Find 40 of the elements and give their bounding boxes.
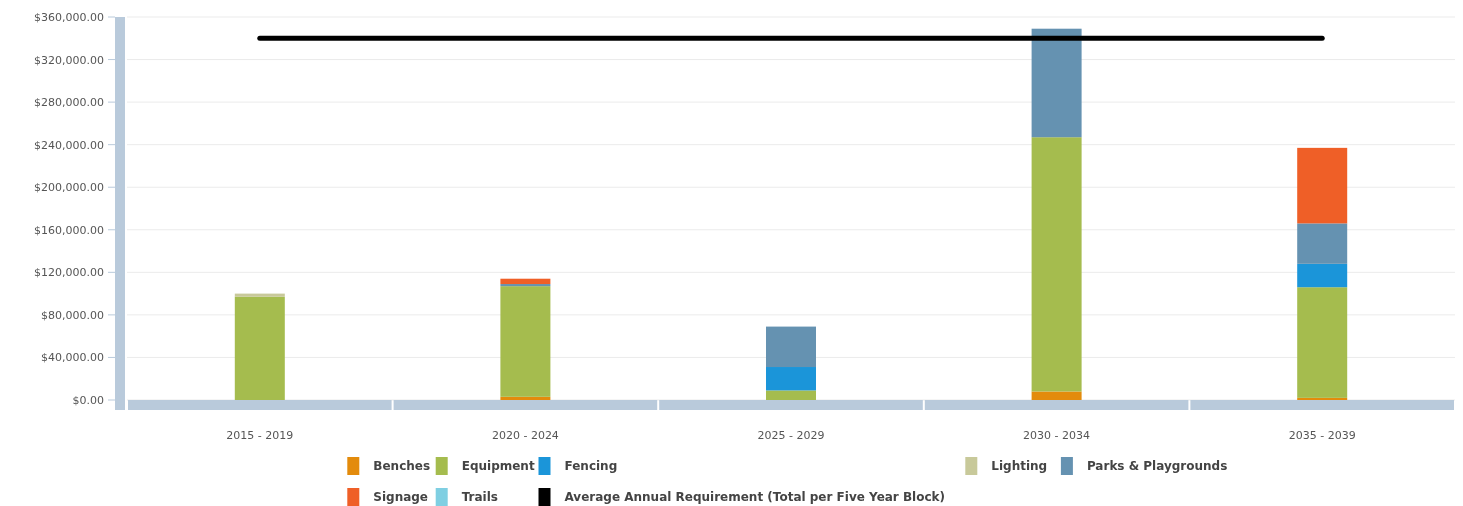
legend-label: Lighting <box>991 459 1048 473</box>
bar <box>500 286 551 397</box>
legend-label: Signage <box>373 490 429 504</box>
y-tick-label: $160,000.00 <box>34 223 104 237</box>
x-tick-label: 2020 - 2024 <box>491 429 559 442</box>
legend-label: Benches <box>373 459 431 473</box>
y-tick-label: $0.00 <box>72 394 104 407</box>
bar <box>500 278 551 285</box>
bar <box>234 293 285 297</box>
x-tick-label: 2025 - 2029 <box>757 429 825 442</box>
bar <box>766 390 816 400</box>
y-tick-label: $240,000.00 <box>34 138 104 152</box>
y-tick-label: $360,000.00 <box>34 11 104 24</box>
x-tick-label: 2035 - 2039 <box>1288 429 1356 442</box>
bar <box>1297 147 1348 224</box>
bar <box>1031 137 1082 392</box>
y-tick-label: $80,000.00 <box>41 308 104 322</box>
legend-label: Trails <box>461 490 498 504</box>
bar <box>500 284 551 287</box>
bar <box>234 296 285 400</box>
bar <box>1297 397 1348 400</box>
y-tick-label: $40,000.00 <box>41 351 104 365</box>
bar <box>1297 223 1348 264</box>
legend-label: Parks & Playgrounds <box>1086 459 1228 473</box>
bar <box>1031 391 1082 400</box>
bar <box>1297 263 1348 288</box>
y-tick-label: $280,000.00 <box>34 96 104 110</box>
bar <box>766 367 816 391</box>
y-tick-label: $200,000.00 <box>34 181 104 195</box>
bar <box>500 396 551 400</box>
x-tick-label: 2015 - 2019 <box>226 429 294 442</box>
legend-label: Fencing <box>564 459 618 473</box>
legend-label: Equipment <box>461 459 535 473</box>
legend-label: Average Annual Requirement (Total per Five Year Block) <box>564 490 946 504</box>
bar <box>766 326 816 368</box>
x-tick-label: 2030 - 2034 <box>1023 429 1091 442</box>
bar <box>1031 28 1082 138</box>
bar <box>1297 287 1348 398</box>
y-tick-label: $320,000.00 <box>34 53 104 67</box>
y-tick-label: $120,000.00 <box>34 266 104 280</box>
